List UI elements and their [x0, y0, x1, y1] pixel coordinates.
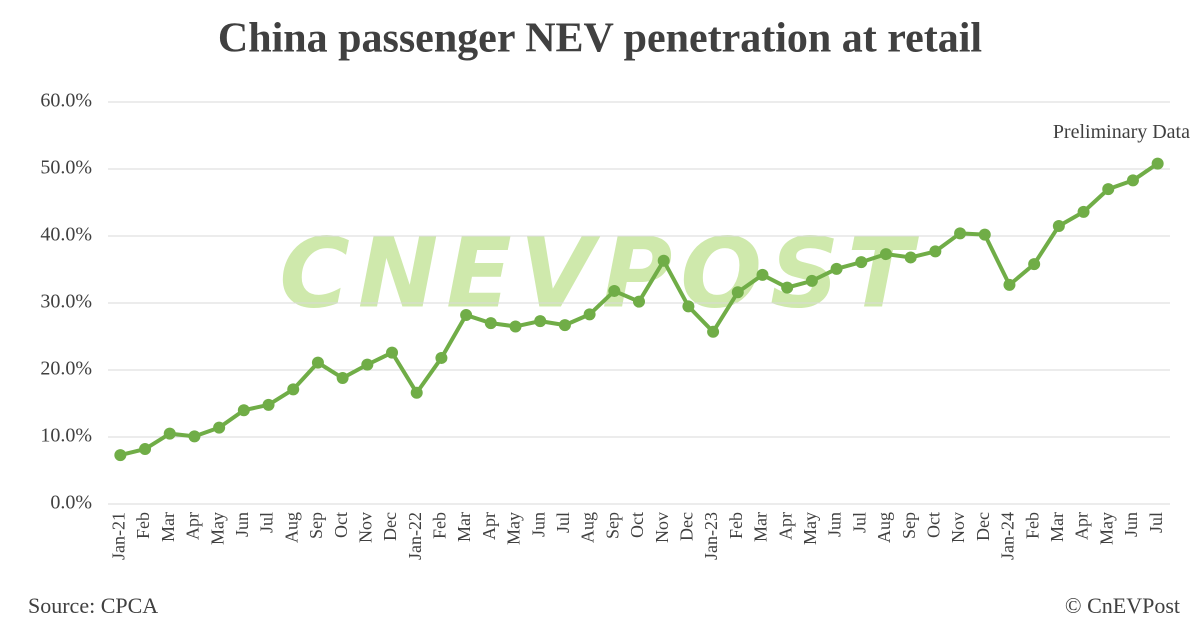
x-tick-label: May — [504, 512, 524, 545]
x-tick-label: Jul — [553, 512, 573, 533]
point — [386, 346, 399, 359]
point — [1052, 219, 1065, 232]
point — [608, 284, 621, 297]
x-tick-label: Jul — [849, 512, 869, 533]
y-tick-label: 20.0% — [40, 358, 92, 380]
credit: © CnEVPost — [1065, 593, 1180, 618]
point — [707, 325, 720, 338]
x-tick-label: Sep — [306, 512, 326, 539]
x-tick-label: Aug — [281, 512, 301, 543]
y-tick-label: 0.0% — [50, 492, 92, 514]
point — [509, 320, 522, 333]
x-tick-label: Apr — [775, 512, 795, 540]
point — [731, 286, 744, 299]
x-tick-label: Nov — [355, 512, 375, 543]
point — [756, 268, 769, 281]
point — [1102, 183, 1115, 196]
x-tick-label: Mar — [454, 512, 474, 542]
x-tick-label: Mar — [1047, 512, 1067, 542]
y-tick-label: 40.0% — [40, 224, 92, 246]
point — [435, 351, 448, 364]
point — [237, 404, 250, 417]
y-tick-label: 10.0% — [40, 425, 92, 447]
point — [904, 251, 917, 264]
source: Source: CPCA — [28, 593, 158, 618]
point — [1028, 258, 1041, 271]
x-tick-label: Jun — [1121, 512, 1141, 537]
point — [583, 308, 596, 321]
point — [534, 315, 547, 328]
annotation: Preliminary Data — [1053, 121, 1190, 143]
point — [114, 449, 127, 462]
y-tick-label: 30.0% — [40, 291, 92, 313]
point — [558, 319, 571, 332]
point — [410, 386, 423, 399]
point — [213, 421, 226, 434]
x-tick-label: Jan-22 — [405, 512, 425, 560]
point — [361, 358, 374, 371]
x-tick-label: Jan-24 — [998, 512, 1018, 560]
point — [262, 398, 275, 411]
x-tick-label: Aug — [874, 512, 894, 543]
point — [633, 295, 645, 308]
x-tick-label: May — [207, 512, 227, 545]
x-tick-label: Aug — [578, 512, 598, 543]
x-tick-label: Oct — [331, 512, 351, 538]
point — [163, 427, 176, 440]
x-tick-label: Sep — [899, 512, 919, 539]
x-tick-label: Feb — [133, 512, 153, 539]
x-tick-label: Nov — [652, 512, 672, 543]
point — [657, 254, 670, 267]
point — [978, 228, 991, 241]
x-tick-label: Apr — [479, 512, 499, 540]
point — [929, 245, 942, 258]
x-tick-label: Oct — [923, 512, 943, 538]
x-tick-label: Feb — [726, 512, 746, 539]
point — [781, 281, 794, 294]
point — [682, 300, 695, 313]
x-tick-label: Jun — [232, 512, 252, 537]
point — [879, 248, 892, 261]
point — [1003, 278, 1016, 291]
point — [460, 309, 473, 322]
x-tick-label: Feb — [430, 512, 450, 539]
x-tick-label: Jan-23 — [701, 512, 721, 560]
point — [188, 430, 201, 443]
x-tick-label: Oct — [627, 512, 647, 538]
point — [1151, 157, 1164, 170]
y-tick-label: 50.0% — [40, 157, 92, 179]
point — [1077, 205, 1090, 218]
x-tick-label: Jun — [825, 512, 845, 537]
point — [336, 372, 349, 385]
x-tick-label: Mar — [751, 512, 771, 542]
point — [139, 443, 152, 456]
point — [954, 227, 967, 240]
point — [855, 256, 868, 269]
x-tick-label: Dec — [380, 512, 400, 541]
x-tick-label: Jul — [1146, 512, 1166, 533]
x-tick-label: Sep — [602, 512, 622, 539]
x-tick-label: May — [800, 512, 820, 545]
point — [830, 262, 843, 275]
point — [805, 274, 818, 287]
x-tick-label: May — [1096, 512, 1116, 545]
x-tick-label: Dec — [973, 512, 993, 541]
x-tick-label: Dec — [677, 512, 697, 541]
x-tick-label: Apr — [183, 512, 203, 540]
point — [1126, 174, 1139, 187]
x-tick-label: Jul — [257, 512, 277, 533]
x-tick-label: Jan-21 — [108, 512, 128, 560]
point — [287, 383, 300, 396]
x-tick-label: Nov — [948, 512, 968, 543]
point — [311, 356, 324, 369]
y-tick-label: 60.0% — [40, 90, 92, 112]
x-tick-label: Apr — [1072, 512, 1092, 540]
point — [484, 317, 497, 330]
x-tick-label: Mar — [158, 512, 178, 542]
x-tick-label: Jun — [528, 512, 548, 537]
x-tick-label: Feb — [1022, 512, 1042, 539]
chart-title: China passenger NEV penetration at retai… — [218, 16, 982, 62]
